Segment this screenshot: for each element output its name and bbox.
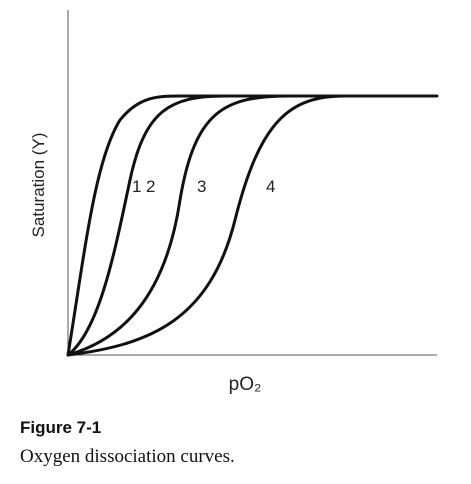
- diagram: 1 2 3 4 Saturation (Y) pO₂: [29, 10, 439, 395]
- y-axis-label: Saturation (Y): [29, 133, 48, 238]
- curve: [66, 94, 292, 357]
- curve: [66, 94, 187, 357]
- curve-label: 2: [146, 177, 155, 196]
- curve: [66, 94, 347, 357]
- curve: [66, 94, 227, 357]
- x-axis-label: pO₂: [229, 374, 262, 395]
- curve-label: 3: [197, 177, 206, 196]
- caption: Oxygen dissociation curves.: [20, 446, 235, 467]
- figure-number: Figure 7-1: [20, 418, 102, 437]
- curve-label: 4: [266, 177, 275, 196]
- curve-label: 1: [132, 177, 141, 196]
